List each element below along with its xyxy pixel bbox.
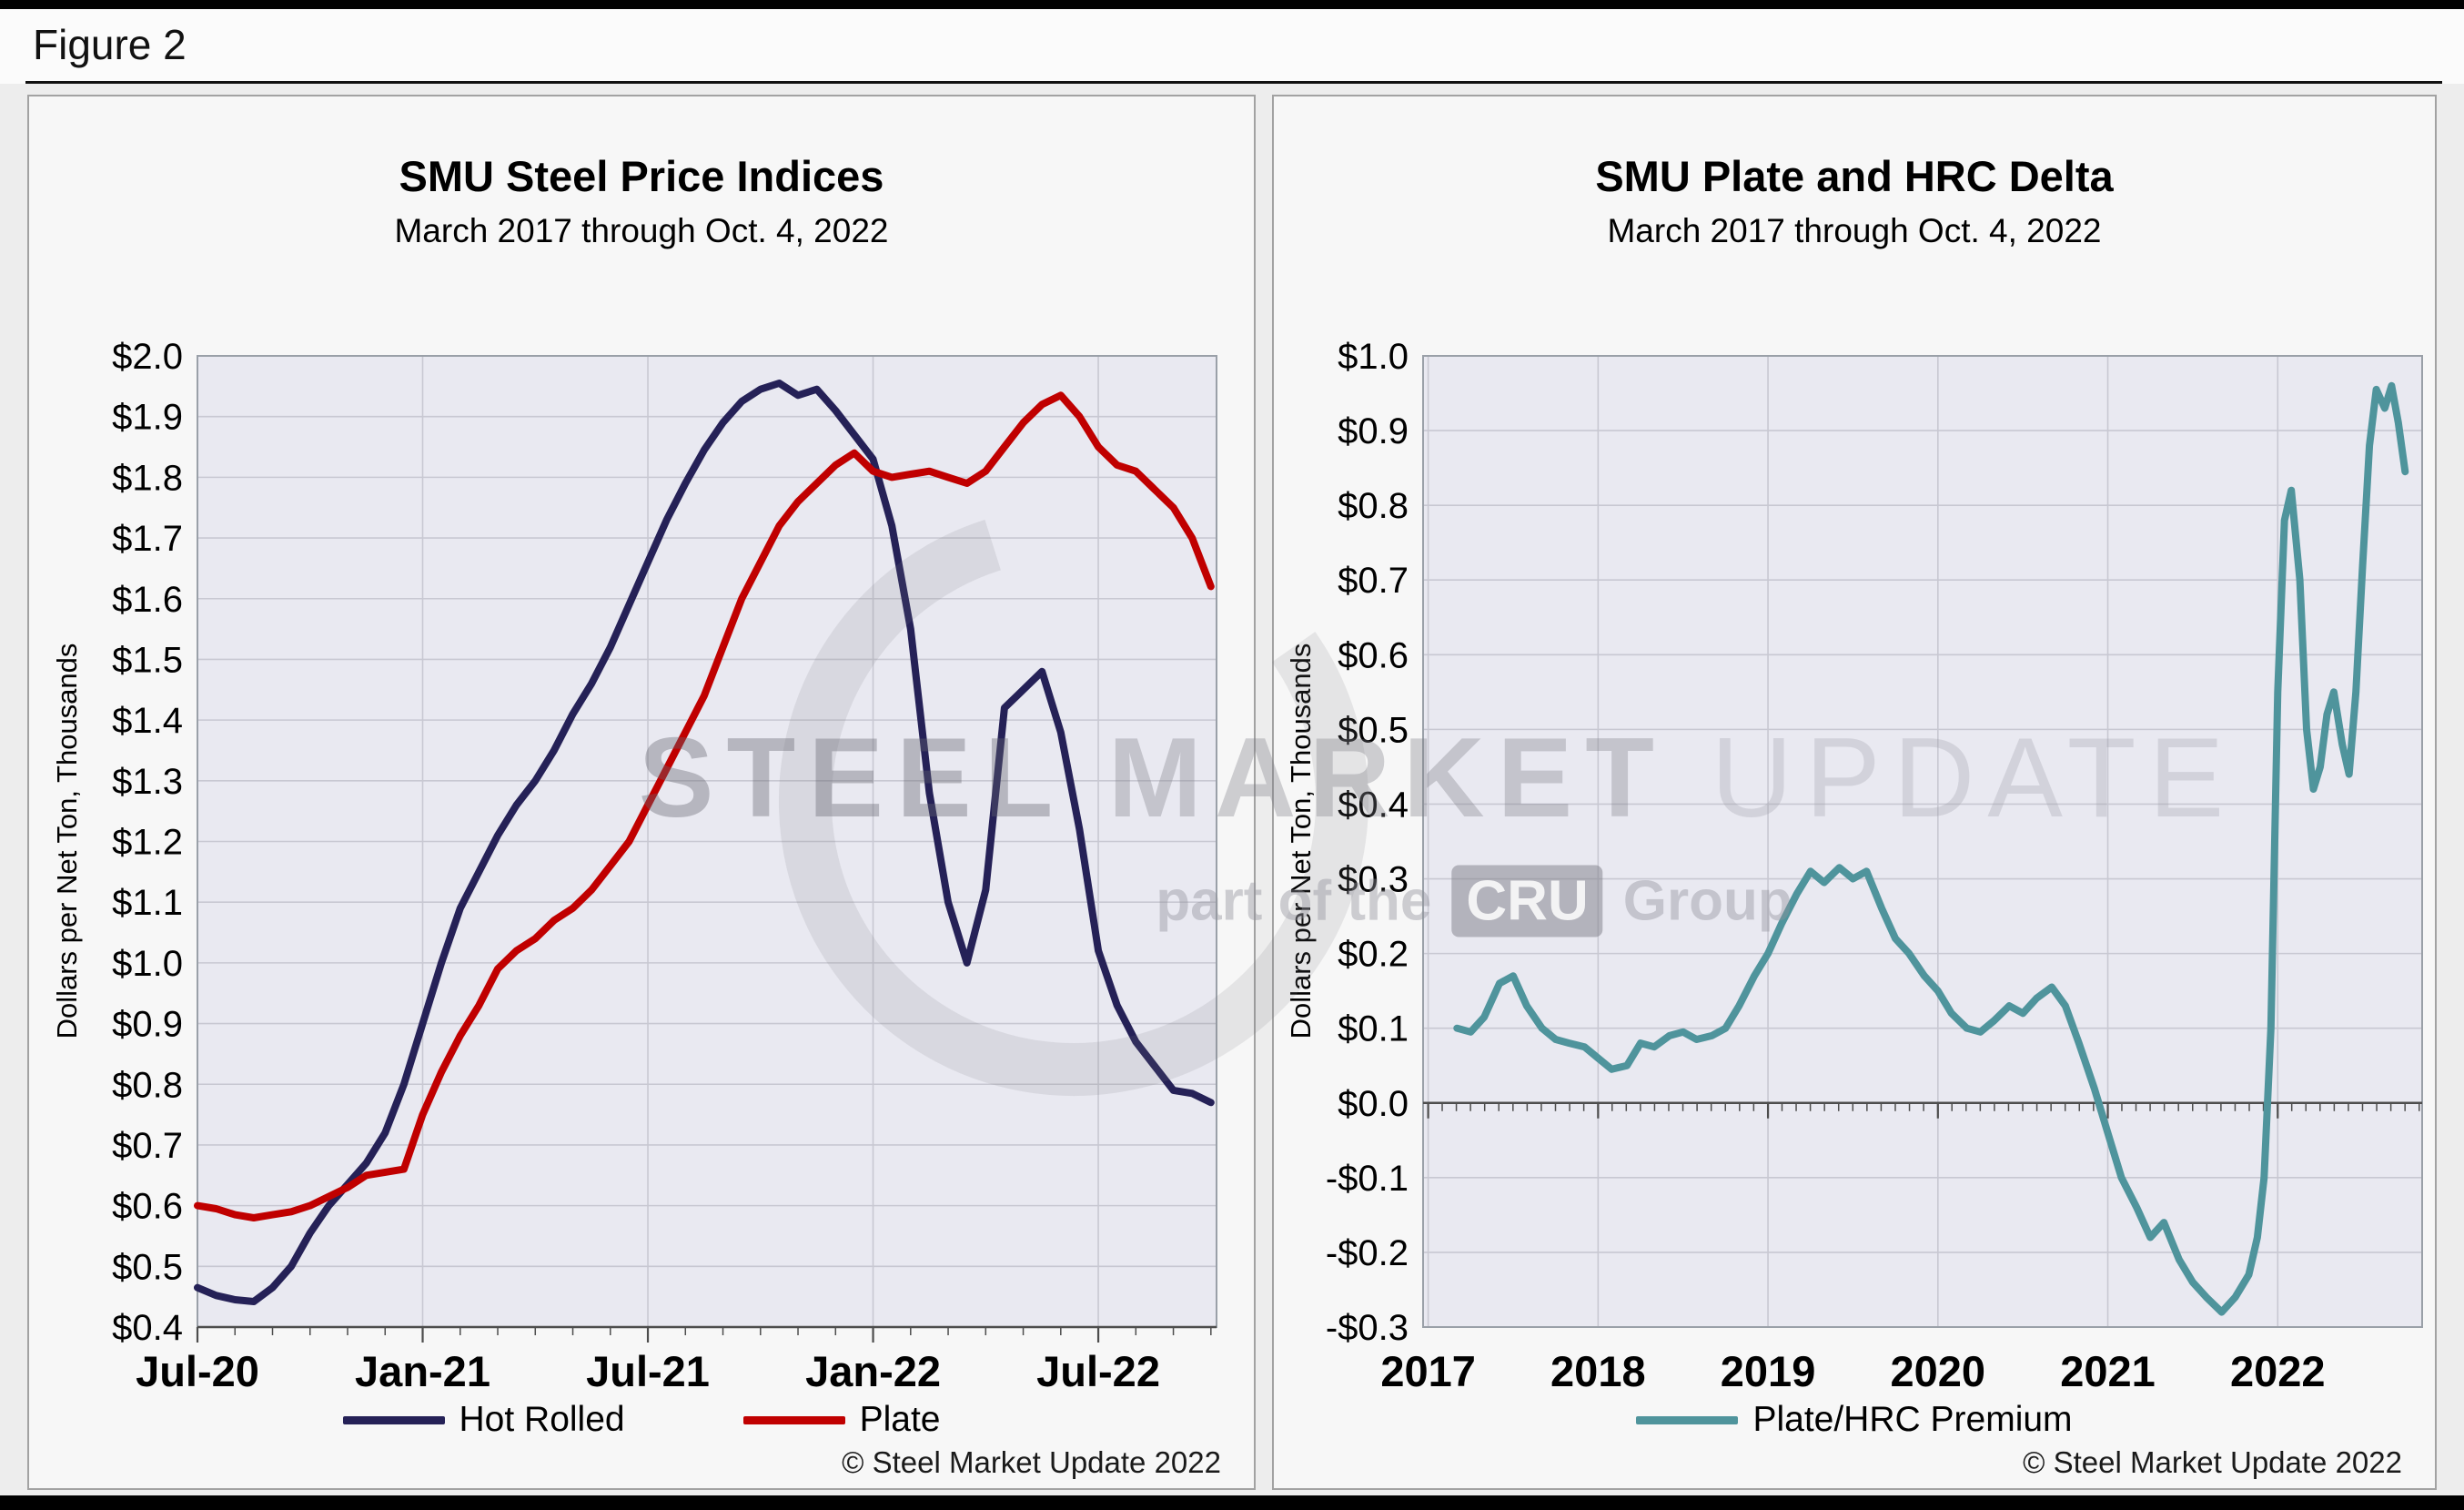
figure-header-rule: Figure 2 (25, 9, 2442, 84)
y-tick-label: $1.6 (112, 580, 183, 620)
delta-panel: SMU Plate and HRC Delta March 2017 throu… (1272, 95, 2437, 1490)
y-tick-label: $0.9 (1338, 411, 1409, 451)
plot-area (1423, 356, 2422, 1327)
chart-subtitle: March 2017 through Oct. 4, 2022 (1607, 212, 2102, 249)
y-tick-label: $2.0 (112, 337, 183, 377)
legend-label-plate: Plate (859, 1400, 941, 1439)
x-tick-label: Jul-22 (1036, 1347, 1160, 1395)
y-tick-label: -$0.1 (1326, 1159, 1409, 1199)
x-tick-label: Jan-22 (805, 1347, 941, 1395)
x-tick-label: 2020 (1891, 1347, 1986, 1395)
chart-title: SMU Steel Price Indices (399, 152, 884, 200)
premium-line-swatch (1636, 1415, 1739, 1424)
y-tick-label: $1.1 (112, 883, 183, 923)
price-chart-plot: $0.4 $0.5 $0.6 $0.7 $0.8 $0.9 $1.0 $1.1 $1.2 $1.3… (47, 292, 1230, 1441)
x-tick-label: Jan-21 (355, 1347, 490, 1395)
legend-label-premium: Plate/HRC Premium (1752, 1400, 2073, 1439)
y-tick-label: $0.8 (1338, 486, 1409, 526)
copyright-note: © Steel Market Update 2022 (2023, 1445, 2402, 1479)
x-tick-label: 2017 (1380, 1347, 1476, 1395)
y-tick-label: $1.8 (112, 458, 183, 498)
delta-chart-svg: -$0.3 -$0.2 -$0.1 $0.0 $0.1 $0.2 $0.3 $0.4 $0.5 $… (1326, 337, 2423, 1395)
y-tick-label: $1.9 (112, 398, 183, 438)
y-tick-label: $1.7 (112, 519, 183, 559)
x-tick-label: 2019 (1721, 1347, 1816, 1395)
legend: Plate/HRC Premium (1274, 1400, 2435, 1440)
y-tick-label: $0.8 (112, 1065, 183, 1105)
x-tick-label: Jul-20 (136, 1347, 259, 1395)
series-line-plate-hrc-premium (1453, 381, 2409, 1316)
x-tick-label: Jul-21 (586, 1347, 710, 1395)
chart-title: SMU Plate and HRC Delta (1595, 152, 2114, 200)
y-tick-label: $1.0 (1338, 337, 1409, 377)
figure-label: Figure 2 (33, 21, 187, 68)
y-tick-label: $1.5 (112, 640, 183, 680)
y-tick-label: $0.4 (112, 1308, 183, 1348)
series-line-plate (194, 391, 1215, 1221)
y-tick-label: $0.5 (112, 1247, 183, 1287)
y-tick-label: $0.9 (112, 1005, 183, 1045)
y-tick-label: $0.6 (1338, 635, 1409, 675)
series-line-hot-rolled (194, 380, 1215, 1305)
chart-subtitle: March 2017 through Oct. 4, 2022 (394, 212, 889, 249)
charts-row: SMU Steel Price Indices March 2017 throu… (27, 95, 2437, 1490)
y-tick-label: $0.2 (1338, 935, 1409, 975)
y-tick-label: $0.6 (112, 1187, 183, 1227)
y-tick-label: $1.3 (112, 762, 183, 802)
delta-chart-plot: -$0.3 -$0.2 -$0.1 $0.0 $0.1 $0.2 $0.3 $0.4 $0.5 $… (1285, 292, 2437, 1441)
bottom-black-bar (0, 1495, 2464, 1510)
plate-line-swatch (742, 1415, 845, 1424)
y-tick-label: -$0.2 (1326, 1233, 1409, 1273)
y-tick-label: $0.3 (1338, 860, 1409, 900)
figure-header: Figure 2 (0, 9, 2464, 84)
y-tick-label: $0.1 (1338, 1009, 1409, 1049)
top-black-bar (0, 0, 2464, 9)
x-tick-label: 2021 (2060, 1347, 2156, 1395)
y-tick-label: $0.5 (1338, 710, 1409, 750)
y-tick-label: $0.7 (112, 1126, 183, 1166)
price-chart-svg: $0.4 $0.5 $0.6 $0.7 $0.8 $0.9 $1.0 $1.1 $1.2 $1.3… (112, 337, 1217, 1395)
x-tick-label: 2022 (2230, 1347, 2326, 1395)
hot-rolled-line-swatch (342, 1415, 445, 1424)
legend-item-premium: Plate/HRC Premium (1636, 1400, 2073, 1440)
legend: Hot Rolled Plate (29, 1400, 1254, 1440)
y-tick-label: -$0.3 (1326, 1308, 1409, 1348)
y-tick-label: $1.2 (112, 823, 183, 863)
legend-item-plate: Plate (742, 1400, 941, 1440)
copyright-note: © Steel Market Update 2022 (842, 1445, 1221, 1479)
x-tick-label: 2018 (1550, 1347, 1646, 1395)
y-tick-label: $0.0 (1338, 1084, 1409, 1124)
y-tick-label: $0.4 (1338, 785, 1409, 825)
y-tick-label: $0.7 (1338, 561, 1409, 601)
legend-item-hot-rolled: Hot Rolled (342, 1400, 625, 1440)
y-tick-label: $1.4 (112, 701, 183, 741)
y-tick-label: $1.0 (112, 944, 183, 984)
price-indices-panel: SMU Steel Price Indices March 2017 throu… (27, 95, 1256, 1490)
legend-label-hot-rolled: Hot Rolled (459, 1400, 625, 1439)
plot-border (1422, 355, 2423, 1328)
